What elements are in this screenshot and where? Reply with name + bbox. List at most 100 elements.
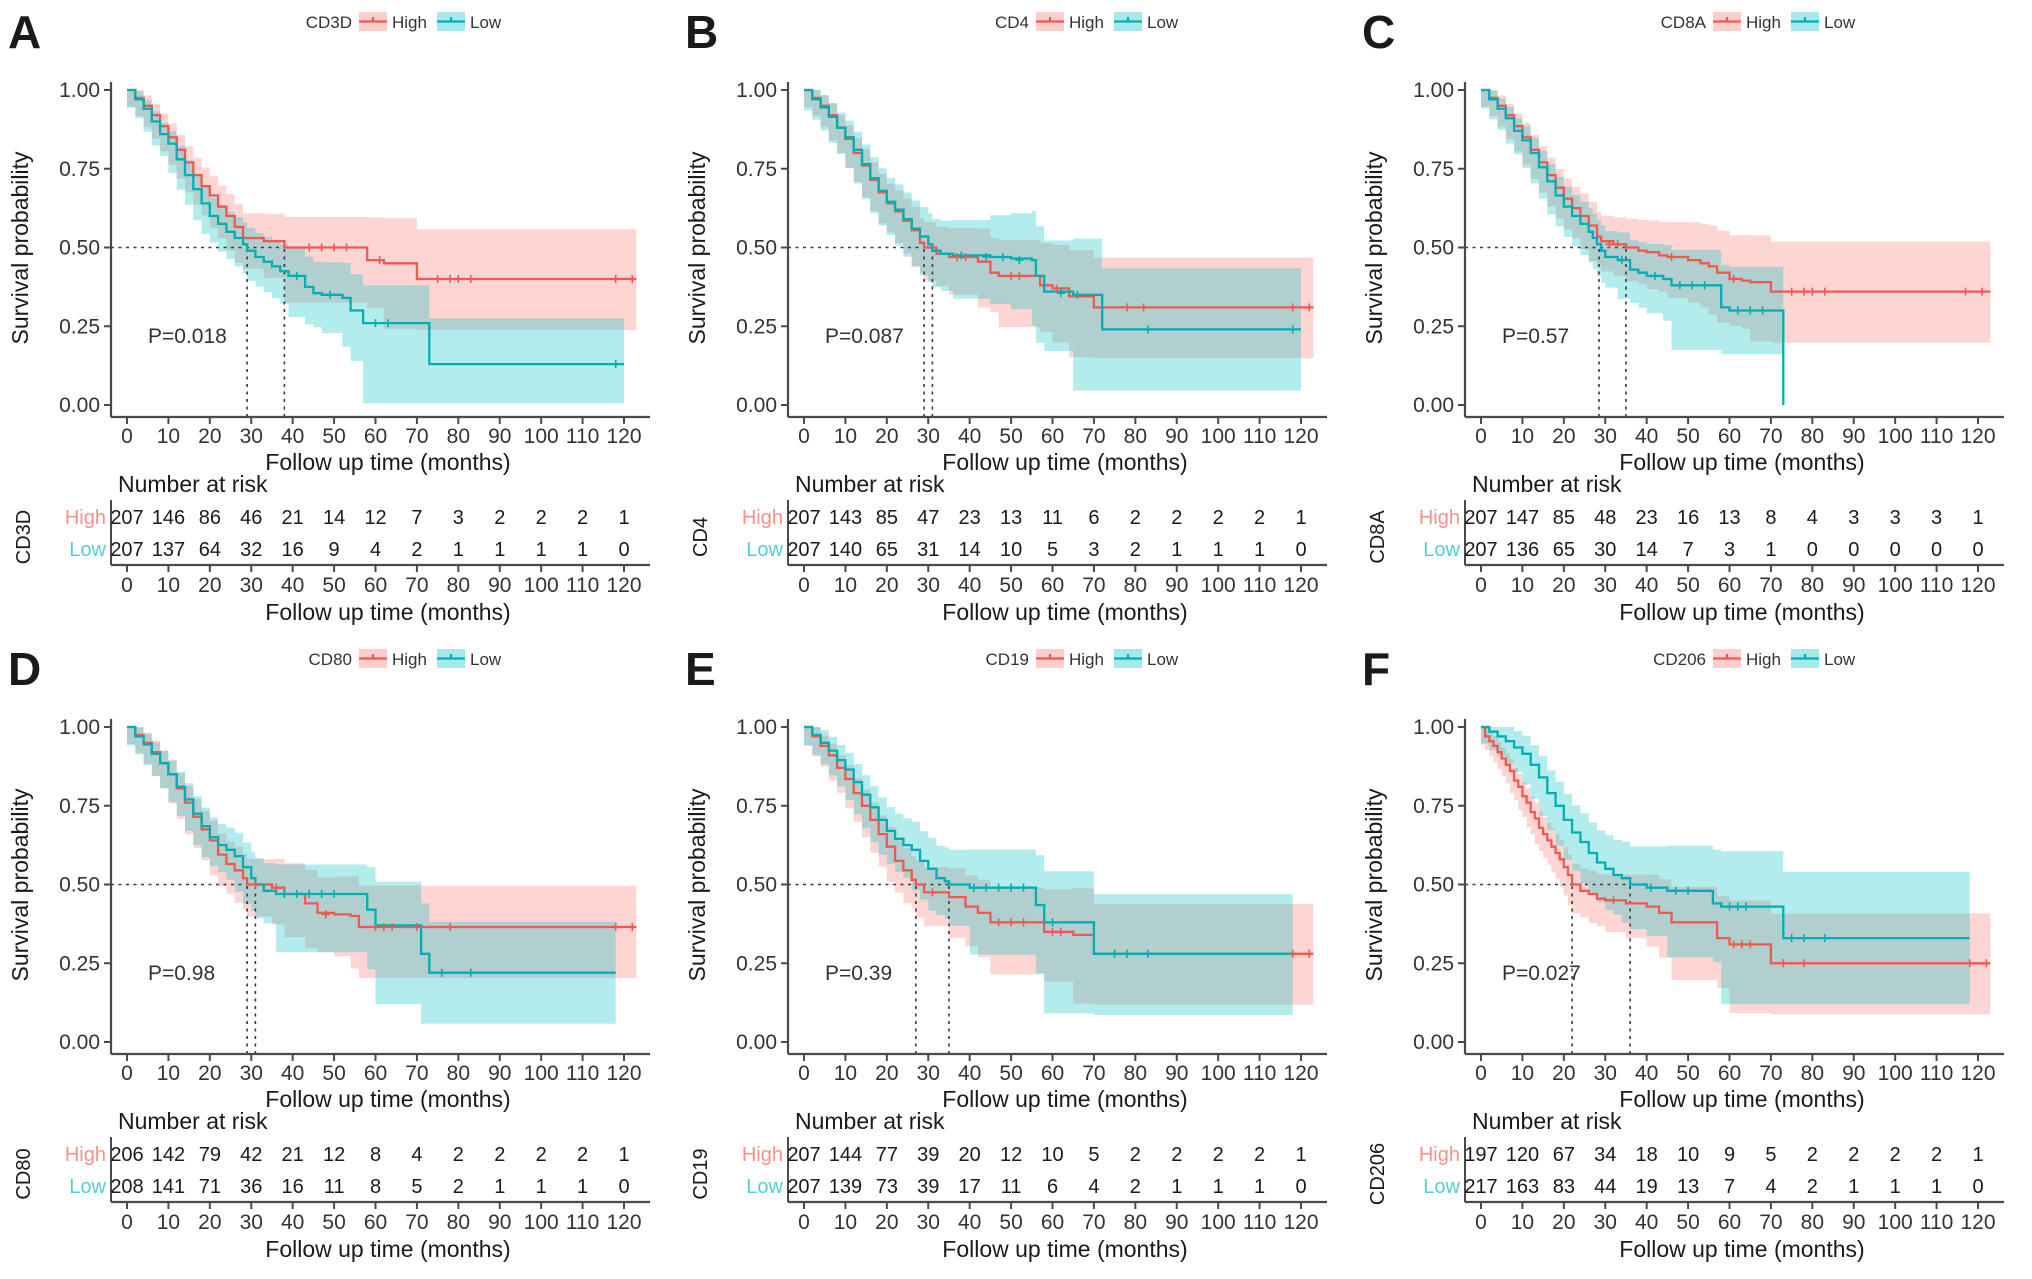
y-tick-label: 1.00 [59, 716, 100, 739]
x-tick-label: 40 [958, 1062, 981, 1085]
censor-mark-high [321, 910, 330, 919]
risk-count-low: 13 [1677, 1176, 1699, 1198]
risk-count-high: 23 [1636, 507, 1658, 529]
risk-x-tick-label: 60 [1041, 1211, 1064, 1234]
risk-count-low: 71 [199, 1176, 221, 1198]
censor-mark-low [1742, 902, 1751, 911]
risk-x-tick-label: 30 [240, 1211, 263, 1234]
risk-x-tick-label: 90 [1842, 1211, 1865, 1234]
risk-count-low: 19 [1636, 1176, 1658, 1198]
risk-count-high: 2 [1807, 1144, 1818, 1166]
censor-mark-low [1015, 256, 1024, 265]
censor-mark-low [1143, 949, 1152, 958]
x-tick-label: 120 [606, 1062, 641, 1085]
risk-x-axis-title: Follow up time (months) [1619, 599, 1864, 625]
risk-count-high: 12 [1000, 1144, 1022, 1166]
risk-count-low: 14 [959, 539, 981, 561]
ci-band-high [1481, 90, 1991, 343]
censor-mark-high [375, 256, 384, 265]
ci-band-high [804, 90, 1314, 359]
risk-count-high: 3 [1890, 507, 1901, 529]
risk-count-high: 85 [1553, 507, 1575, 529]
panel-letter: B [685, 6, 718, 58]
risk-count-low: 11 [324, 1176, 345, 1198]
x-tick-label: 20 [1552, 1062, 1575, 1085]
censor-mark-low [371, 319, 380, 328]
y-tick-label: 0.00 [1413, 1031, 1454, 1054]
risk-count-low: 3 [1724, 539, 1735, 561]
censor-mark-high [1015, 271, 1024, 280]
censor-mark-low [1019, 883, 1028, 892]
censor-mark-low [982, 883, 991, 892]
legend: CD80 High Low [309, 649, 502, 669]
risk-count-low: 2 [453, 1176, 464, 1198]
risk-x-tick-label: 100 [1878, 574, 1913, 597]
risk-x-tick-label: 70 [405, 1211, 428, 1234]
censor-mark-low [1787, 934, 1796, 943]
risk-count-high: 79 [199, 1144, 221, 1166]
risk-count-high: 10 [1041, 1144, 1063, 1166]
risk-x-tick-label: 30 [1594, 574, 1617, 597]
risk-count-low: 1 [1765, 539, 1776, 561]
plot-axes [786, 719, 1327, 1056]
y-tick-label: 0.50 [59, 874, 100, 897]
censor-mark-high [1729, 940, 1738, 949]
censor-mark-low [325, 290, 334, 299]
legend: CD8A High Low [1661, 12, 1856, 32]
legend-low-key-line [1114, 654, 1142, 660]
ci-band-high [127, 90, 637, 330]
y-tick-label: 0.25 [59, 315, 100, 338]
risk-x-tick-label: 50 [999, 1211, 1022, 1234]
risk-count-low: 5 [1047, 539, 1058, 561]
km-curve-low [1481, 725, 1970, 940]
risk-count-low: 31 [917, 539, 939, 561]
risk-count-low: 0 [618, 539, 629, 561]
risk-x-tick-label: 110 [566, 1211, 599, 1234]
risk-x-tick-label: 50 [322, 1211, 345, 1234]
censor-mark-high [1007, 271, 1016, 280]
y-tick-label: 0.75 [1413, 795, 1454, 818]
risk-count-low: 1 [1171, 1176, 1182, 1198]
censor-mark-high [961, 252, 970, 261]
censor-mark-high [1305, 949, 1314, 958]
p-value-label: P=0.98 [148, 962, 215, 985]
x-tick-label: 100 [1878, 425, 1913, 448]
panel-letter: D [8, 643, 41, 695]
x-tick-label: 50 [322, 425, 345, 448]
p-value-label: P=0.57 [1502, 325, 1569, 348]
y-tick-label: 0.75 [736, 795, 777, 818]
ci-band-low [804, 727, 1293, 1015]
censor-mark-low [994, 883, 1003, 892]
x-tick-label: 10 [834, 1062, 857, 1085]
y-tick-label: 1.00 [1413, 79, 1454, 102]
risk-x-axis-title: Follow up time (months) [942, 1236, 1187, 1262]
legend-low-label: Low [1824, 650, 1856, 669]
risk-count-high: 5 [1765, 1144, 1776, 1166]
censor-mark-low [437, 968, 446, 977]
y-tick-label: 0.25 [736, 952, 777, 975]
risk-x-axis-title: Follow up time (months) [265, 1236, 510, 1262]
risk-x-tick-label: 40 [1635, 574, 1658, 597]
censor-mark-low [1048, 918, 1057, 927]
risk-x-tick-label: 30 [240, 574, 263, 597]
risk-count-low: 1 [1254, 539, 1265, 561]
censor-mark-high [1007, 918, 1016, 927]
x-tick-label: 70 [1759, 1062, 1782, 1085]
x-tick-label: 50 [1676, 1062, 1699, 1085]
legend-gene-label: CD80 [309, 650, 352, 669]
legend-low-key-line [1114, 17, 1142, 23]
y-tick-label: 0.25 [736, 315, 777, 338]
risk-count-low: 8 [370, 1176, 381, 1198]
censor-mark-high [1800, 959, 1809, 968]
x-tick-label: 50 [1676, 425, 1699, 448]
x-tick-label: 80 [1801, 425, 1824, 448]
censor-mark-low [1800, 934, 1809, 943]
risk-count-high: 1 [1972, 507, 1983, 529]
risk-count-low: 1 [1213, 1176, 1224, 1198]
risk-x-tick-label: 0 [121, 574, 133, 597]
legend-high-key-line [1713, 17, 1741, 23]
risk-count-low: 83 [1553, 1176, 1575, 1198]
x-tick-label: 40 [958, 425, 981, 448]
x-tick-label: 20 [198, 1062, 221, 1085]
risk-x-tick-label: 100 [524, 574, 559, 597]
